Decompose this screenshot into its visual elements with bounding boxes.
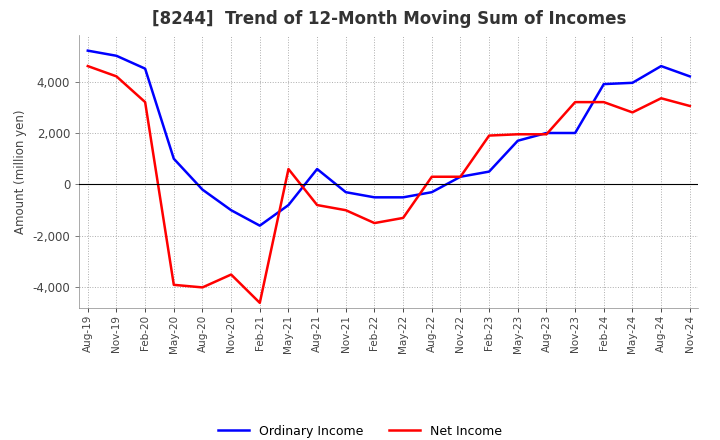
Ordinary Income	[227, 208, 235, 213]
Ordinary Income	[685, 74, 694, 79]
Line: Net Income: Net Income	[88, 66, 690, 303]
Ordinary Income	[657, 63, 665, 69]
Ordinary Income	[141, 66, 150, 71]
Ordinary Income	[169, 156, 178, 161]
Net Income	[456, 174, 465, 180]
Ordinary Income	[456, 174, 465, 180]
Ordinary Income	[628, 80, 636, 85]
Net Income	[370, 220, 379, 226]
Net Income	[657, 95, 665, 101]
Y-axis label: Amount (million yen): Amount (million yen)	[14, 110, 27, 234]
Ordinary Income	[84, 48, 92, 53]
Net Income	[112, 74, 121, 79]
Net Income	[571, 99, 580, 105]
Net Income	[284, 166, 293, 172]
Net Income	[227, 272, 235, 277]
Net Income	[312, 202, 321, 208]
Ordinary Income	[284, 202, 293, 208]
Ordinary Income	[198, 187, 207, 192]
Net Income	[169, 282, 178, 287]
Net Income	[141, 99, 150, 105]
Ordinary Income	[256, 223, 264, 228]
Net Income	[542, 132, 551, 137]
Ordinary Income	[112, 53, 121, 59]
Ordinary Income	[312, 166, 321, 172]
Line: Ordinary Income: Ordinary Income	[88, 51, 690, 226]
Ordinary Income	[485, 169, 493, 174]
Net Income	[685, 103, 694, 109]
Ordinary Income	[542, 130, 551, 136]
Net Income	[428, 174, 436, 180]
Net Income	[341, 208, 350, 213]
Ordinary Income	[341, 190, 350, 195]
Ordinary Income	[571, 130, 580, 136]
Net Income	[84, 63, 92, 69]
Net Income	[628, 110, 636, 115]
Net Income	[399, 215, 408, 220]
Ordinary Income	[370, 194, 379, 200]
Net Income	[513, 132, 522, 137]
Net Income	[198, 285, 207, 290]
Net Income	[600, 99, 608, 105]
Net Income	[485, 133, 493, 138]
Ordinary Income	[600, 81, 608, 87]
Ordinary Income	[513, 138, 522, 143]
Net Income	[256, 300, 264, 305]
Legend: Ordinary Income, Net Income: Ordinary Income, Net Income	[213, 420, 507, 440]
Ordinary Income	[428, 190, 436, 195]
Ordinary Income	[399, 194, 408, 200]
Title: [8244]  Trend of 12-Month Moving Sum of Incomes: [8244] Trend of 12-Month Moving Sum of I…	[152, 10, 626, 28]
